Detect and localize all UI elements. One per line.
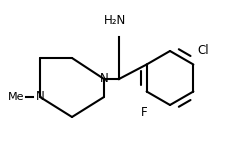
Text: Cl: Cl [197,44,209,57]
Text: F: F [141,105,148,119]
Text: H₂N: H₂N [104,14,126,27]
Text: N: N [100,73,108,85]
Text: N: N [36,90,44,103]
Text: Me: Me [7,92,24,102]
